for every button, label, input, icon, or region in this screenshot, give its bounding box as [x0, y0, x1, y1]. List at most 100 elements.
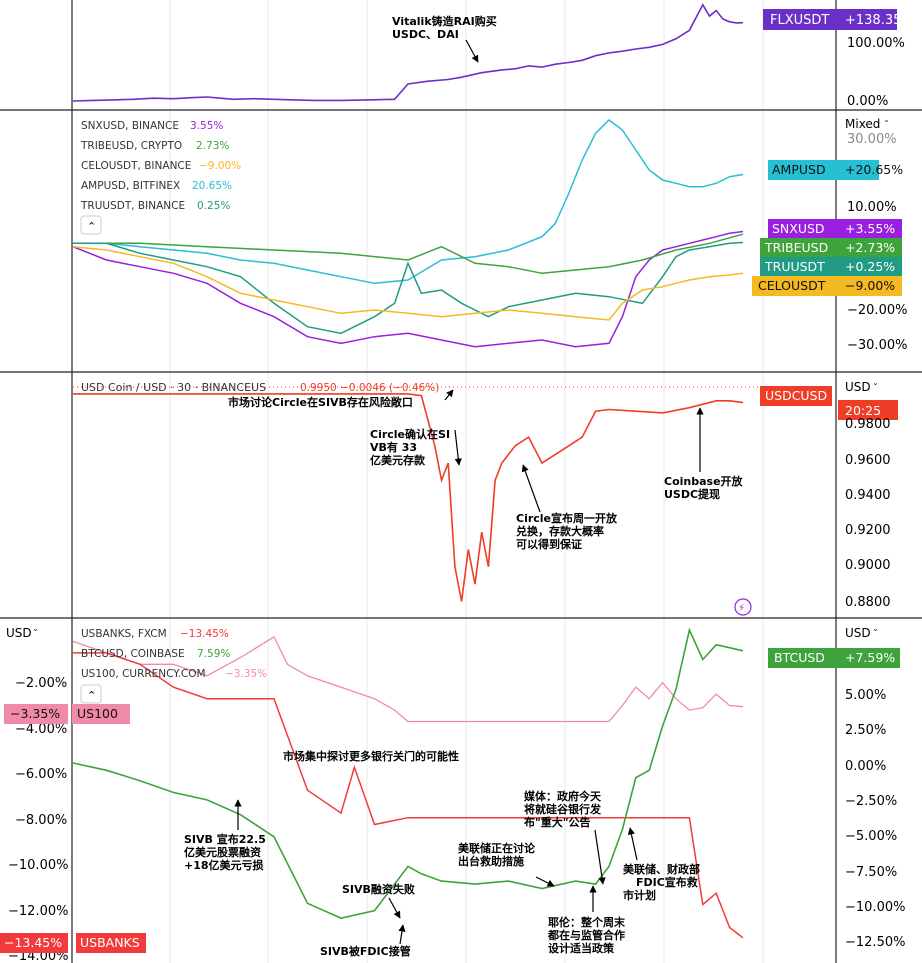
usdc-tag-time: 20:25: [845, 403, 881, 418]
flx-tag-bg: [763, 9, 897, 30]
usdc-tick-0920: 0.9200: [845, 523, 891, 538]
usbanks-tag-name: USBANKS: [80, 935, 140, 950]
usdc-tag-time-bg: [838, 400, 898, 420]
macro-legend: USBANKS, FXCM −13.45% BTCUSD, COINBASE 7…: [80, 628, 267, 704]
flx-price-tag[interactable]: FLXUSDT +138.35%: [763, 9, 914, 30]
flx-tick-0: 0.00%: [847, 94, 888, 109]
amp-tag-value: +20.65%: [845, 162, 903, 177]
tribeusd-series-line: [73, 233, 744, 275]
btc-tag-value: +7.59%: [845, 650, 895, 665]
usdc-price-tag[interactable]: USDCUSD 20:25: [760, 386, 898, 420]
macro-right-scale-label[interactable]: USD: [845, 626, 871, 640]
usdc-tag-name: USDCUSD: [765, 388, 827, 403]
alts-collapse-button[interactable]: [80, 215, 102, 235]
usbanks-tag-name-bg: [76, 933, 146, 953]
usdc-scale-chevron-icon[interactable]: ˇ: [873, 382, 878, 394]
legend-us100-name: US100, CURRENCY.COM: [81, 668, 206, 680]
usdc-tick-0980: 0.9800: [845, 417, 891, 432]
annotation-sivb-fdic: SIVB被FDIC接管: [320, 944, 411, 958]
usdc-header-values: 0.9950 −0.0046 (−0.46%): [300, 382, 439, 394]
lightning-icon[interactable]: [734, 598, 752, 616]
annotation-sivb-fdic-arrow: [398, 924, 406, 945]
usdc-tag-bg: [760, 386, 832, 406]
legend-tribe-value: 2.73%: [196, 140, 229, 152]
tribe-price-tag[interactable]: TRIBEUSD +2.73%: [760, 238, 902, 258]
tru-price-tag[interactable]: TRUUSDT +0.25%: [760, 257, 902, 277]
btc-price-tag[interactable]: BTCUSD +7.59%: [768, 648, 900, 668]
usdc-tick-0960: 0.9600: [845, 453, 891, 468]
lightning-icon-glyph: ⚡: [738, 603, 745, 614]
flx-series-line: [72, 3, 744, 102]
usdc-tick-0940: 0.9400: [845, 488, 891, 503]
annotation-sivb-fail: SIVB融资失败: [342, 882, 415, 896]
annotation-fed-fdic-arrow: [627, 827, 638, 861]
annotation-circle-confirm-2: VB有 33: [370, 440, 417, 454]
legend-tru-name: TRUUSDT, BINANCE: [80, 200, 185, 212]
pane-usdc: USD Coin / USD · 30 · BINANCEUS 0.9950 −…: [73, 380, 898, 616]
annotation-sivb-stock-1: SIVB 宣布22.5: [184, 832, 266, 846]
pane-macro: USD ˇ USD ˇ −2.00% −4.00% −6.00% −8.00% …: [0, 626, 905, 963]
amp-tag-bg: [768, 160, 879, 180]
alts-series-lines: [72, 119, 744, 348]
macro-collapse-icon[interactable]: ⌃: [87, 689, 96, 702]
legend-amp-name: AMPUSD, BITFINEX: [81, 180, 180, 192]
amp-price-tag[interactable]: AMPUSD +20.65%: [768, 160, 903, 180]
ampusd-series-line: [73, 119, 744, 285]
right-tick-5: 5.00%: [845, 688, 886, 703]
celousdt-series-line: [72, 245, 744, 321]
annotation-circle-risk: 市场讨论Circle在SIVB存在风险敞口: [228, 395, 413, 409]
legend-celo-value: −9.00%: [199, 160, 241, 172]
right-tick-2-5: 2.50%: [845, 723, 886, 738]
legend-usbanks-name: USBANKS, FXCM: [81, 628, 167, 640]
annotation-fed-discuss-arrow: [535, 876, 555, 887]
right-tick-m7-5: −7.50%: [845, 865, 897, 880]
pane-alts: Mixed ˇ 30.00% 10.00% −20.00% −30.00% SN…: [72, 117, 907, 353]
amp-tag-name: AMPUSD: [772, 162, 826, 177]
annotation-circle-redeem-3: 可以得到保证: [516, 537, 582, 551]
usdc-header: USD Coin / USD · 30 · BINANCEUS: [81, 381, 266, 394]
alts-tick-m20: −20.00%: [847, 303, 907, 318]
tru-tag-bg: [760, 257, 902, 277]
celo-tag-name: CELOUSDT: [758, 278, 826, 293]
us100-tag-value-bg: [4, 704, 68, 724]
alts-tick-m30: −30.00%: [847, 338, 907, 353]
celo-price-tag[interactable]: CELOUSDT −9.00%: [752, 276, 902, 296]
snx-price-tag[interactable]: SNXUSD +3.55%: [768, 219, 902, 239]
macro-right-scale-chevron-icon[interactable]: ˇ: [873, 628, 878, 640]
usbanks-price-tag[interactable]: −13.45% USBANKS: [0, 933, 146, 953]
truusdt-series-line: [73, 241, 744, 335]
us100-price-tag[interactable]: −3.35% US100: [4, 704, 130, 724]
usdc-series-line: [73, 393, 744, 602]
macro-collapse-button[interactable]: [80, 684, 102, 704]
legend-snx-name: SNXUSD, BINANCE: [81, 120, 179, 132]
annotation-fed-discuss-2: 出台救助措施: [458, 854, 524, 868]
alts-collapse-icon[interactable]: ⌃: [87, 220, 96, 233]
annotation-more-banks: 市场集中探讨更多银行关门的可能性: [283, 749, 459, 763]
usdc-scale-label[interactable]: USD: [845, 380, 871, 394]
annotation-fed-discuss-1: 美联储正在讨论: [458, 841, 536, 855]
flx-tag-value: +138.35%: [845, 13, 914, 28]
annotation-media-arrow: [594, 829, 606, 885]
celo-tag-value: −9.00%: [845, 278, 895, 293]
left-tick-m6: −6.00%: [15, 767, 67, 782]
btc-tag-name: BTCUSD: [774, 650, 825, 665]
snxusd-series-line: [72, 230, 744, 348]
macro-left-scale-label[interactable]: USD: [6, 626, 32, 640]
annotation-circle-redeem-arrow: [521, 464, 541, 513]
annotation-vitalik-1: Vitalik铸造RAI购买: [392, 14, 497, 28]
us100-tag-value: −3.35%: [10, 706, 60, 721]
usbanks-tag-value-bg: [0, 933, 68, 953]
legend-btc-name: BTCUSD, COINBASE: [81, 648, 185, 660]
pane-flx: FLXUSDT +138.35% 100.00% 0.00% Vitalik铸造…: [72, 3, 914, 109]
annotation-media-3: 布"重大"公告: [524, 815, 590, 829]
alts-scale-label[interactable]: Mixed: [845, 117, 880, 131]
usbanks-tag-value: −13.45%: [4, 935, 62, 950]
flx-tag-name: FLXUSDT: [770, 13, 829, 28]
usbanks-series-line: [73, 652, 744, 939]
us100-tag-name-bg: [72, 704, 130, 724]
snx-tag-bg: [768, 219, 902, 239]
left-tick-m8: −8.00%: [15, 813, 67, 828]
alts-scale-chevron-icon[interactable]: ˇ: [884, 119, 889, 131]
macro-left-scale-chevron-icon[interactable]: ˇ: [33, 628, 38, 640]
legend-usbanks-value: −13.45%: [180, 628, 229, 640]
